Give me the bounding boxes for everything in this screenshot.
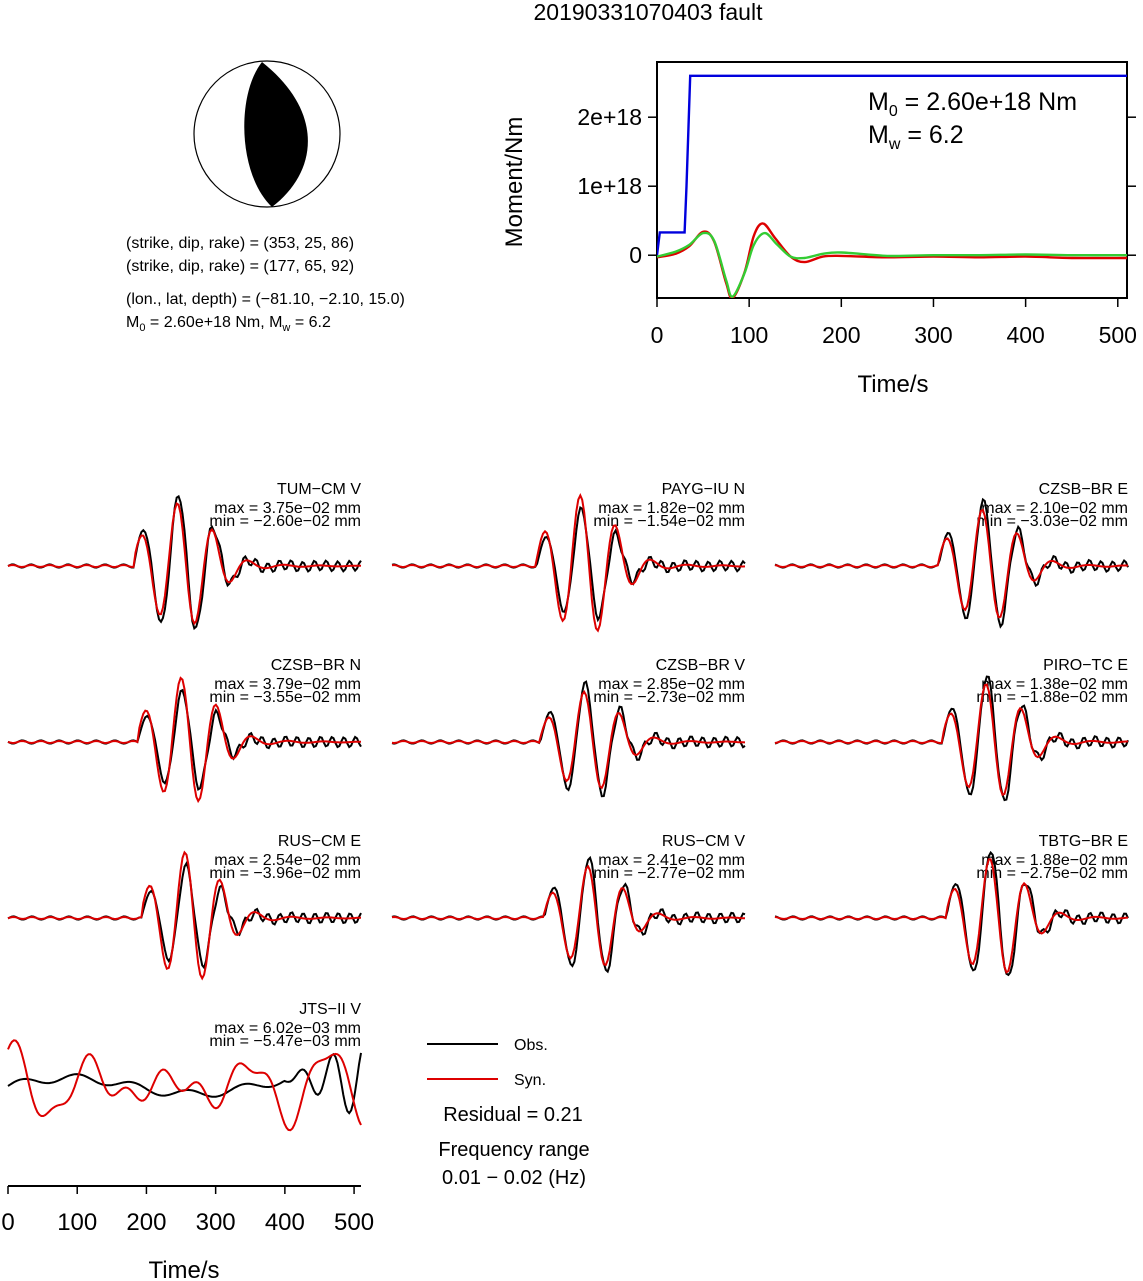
- synthetic-trace: [774, 683, 1129, 797]
- moment-y-tick-label: 0: [629, 242, 642, 268]
- waveform-max-label: max = 2.41e−02 mm: [598, 852, 745, 869]
- waveform-station-label: CZSB−BR V: [656, 657, 746, 674]
- synthetic-trace: [7, 850, 361, 981]
- synthetic-trace: [391, 492, 746, 633]
- waveform-x-tick-label: 400: [265, 1209, 305, 1236]
- mechanism-moment-line: M0 = 2.60e+18 Nm, Mw = 6.2: [126, 314, 331, 334]
- beachball-compressional-quadrant: [244, 62, 308, 207]
- waveform-min-label: min = −2.77e−02 mm: [593, 865, 745, 882]
- mechanism-plane2: (strike, dip, rake) = (177, 65, 92): [126, 258, 354, 275]
- moment-y-axis-label: Moment/Nm: [501, 117, 528, 248]
- synthetic-trace: [774, 508, 1128, 619]
- waveform-x-tick-label: 0: [1, 1209, 14, 1236]
- focal-mechanism-beachball: [193, 60, 341, 208]
- waveform-x-axis-label: Time/s: [148, 1257, 219, 1281]
- figure-title: 20190331070403 fault: [534, 0, 764, 25]
- waveform-min-label: min = −3.03e−02 mm: [976, 513, 1128, 530]
- waveform-station-label: CZSB−BR N: [271, 657, 361, 674]
- waveform-station-label: JTS−II V: [299, 1001, 361, 1018]
- mechanism-location: (lon., lat, depth) = (−81.10, −2.10, 15.…: [126, 291, 405, 308]
- waveform-x-tick-label: 100: [57, 1209, 97, 1236]
- moment-rate-line: [657, 231, 1127, 298]
- moment-x-tick-label: 300: [914, 322, 952, 348]
- waveform-time-axis: 0 100 200 300 400 500 Time/s: [1, 1185, 374, 1281]
- waveform-station-label: PAYG−IU N: [662, 481, 745, 498]
- waveform-max-label: max = 3.75e−02 mm: [214, 500, 361, 517]
- waveform-station-label: PIRO−TC E: [1043, 657, 1128, 674]
- waveform-max-label: max = 6.02e−03 mm: [214, 1020, 361, 1037]
- moment-x-tick-label: 500: [1099, 322, 1137, 348]
- mechanism-info: (strike, dip, rake) = (353, 25, 86) (str…: [126, 235, 405, 334]
- waveform-max-label: max = 3.79e−02 mm: [214, 676, 361, 693]
- synthetic-trace: [774, 858, 1129, 974]
- moment-panel-frame: [656, 61, 1128, 299]
- moment-annotation-m0: M0 = 2.60e+18 Nm: [868, 88, 1077, 120]
- synthetic-trace: [7, 502, 362, 626]
- waveform-max-label: max = 2.85e−02 mm: [598, 676, 745, 693]
- waveform-min-label: min = −2.73e−02 mm: [593, 689, 745, 706]
- cumulative-moment-line: [657, 74, 1127, 256]
- waveform-min-label: min = −1.88e−02 mm: [976, 689, 1128, 706]
- moment-annotation-mw: Mw = 6.2: [868, 121, 964, 153]
- moment-y-axis: 0 1e+18 2e+18: [577, 104, 1136, 268]
- moment-x-axis-label: Time/s: [857, 371, 928, 398]
- mechanism-plane1: (strike, dip, rake) = (353, 25, 86): [126, 235, 354, 252]
- moment-y-tick-label: 1e+18: [577, 173, 642, 199]
- legend: Obs. Syn. Residual = 0.21 Frequency rang…: [427, 1037, 590, 1189]
- moment-x-axis: 0 100 200 300 400 500: [651, 298, 1137, 348]
- waveform-x-tick-label: 200: [126, 1209, 166, 1236]
- waveform-axis-ticks: 0 100 200 300 400 500: [1, 1186, 374, 1236]
- moment-x-tick-label: 100: [730, 322, 768, 348]
- moment-x-tick-label: 400: [1006, 322, 1044, 348]
- waveform-max-label: max = 2.54e−02 mm: [214, 852, 361, 869]
- waveform-station-label: RUS−CM V: [662, 833, 745, 850]
- moment-y-tick-label: 2e+18: [577, 104, 642, 130]
- waveform-x-tick-label: 300: [196, 1209, 236, 1236]
- moment-panel: 0 1e+18 2e+18 0 100 200 300 400 500 Moment/Nm T…: [501, 61, 1137, 398]
- legend-frequency-title: Frequency range: [438, 1139, 589, 1161]
- waveform-station-label: RUS−CM E: [278, 833, 361, 850]
- waveform-min-label: min = −3.96e−02 mm: [209, 865, 361, 882]
- synthetic-trace: [7, 676, 361, 804]
- synthetic-trace: [391, 689, 746, 790]
- waveform-max-label: max = 1.88e−02 mm: [981, 852, 1128, 869]
- waveform-station-label: TBTG−BR E: [1039, 833, 1128, 850]
- waveform-station-label: CZSB−BR E: [1039, 481, 1128, 498]
- legend-frequency-range: 0.01 − 0.02 (Hz): [442, 1167, 586, 1189]
- waveform-max-label: max = 1.38e−02 mm: [981, 676, 1128, 693]
- legend-residual: Residual = 0.21: [443, 1104, 583, 1126]
- moment-x-tick-label: 200: [822, 322, 860, 348]
- synthetic-trace: [391, 864, 746, 967]
- waveform-min-label: min = −2.60e−02 mm: [209, 513, 361, 530]
- moment-x-tick-label: 0: [651, 322, 664, 348]
- moment-lines: [657, 74, 1127, 298]
- waveform-max-label: max = 1.82e−02 mm: [598, 500, 745, 517]
- legend-obs-label: Obs.: [514, 1037, 548, 1054]
- synthetic-trace: [7, 1039, 362, 1132]
- waveform-x-tick-label: 500: [334, 1209, 374, 1236]
- waveform-min-label: min = −1.54e−02 mm: [593, 513, 745, 530]
- waveform-station-label: TUM−CM V: [277, 481, 361, 498]
- waveform-min-label: min = −2.75e−02 mm: [976, 865, 1128, 882]
- waveform-max-label: max = 2.10e−02 mm: [981, 500, 1128, 517]
- waveform-min-label: min = −5.47e−03 mm: [209, 1033, 361, 1050]
- moment-series-group: [657, 74, 1127, 298]
- waveform-min-label: min = −3.55e−02 mm: [209, 689, 361, 706]
- legend-syn-label: Syn.: [514, 1072, 546, 1089]
